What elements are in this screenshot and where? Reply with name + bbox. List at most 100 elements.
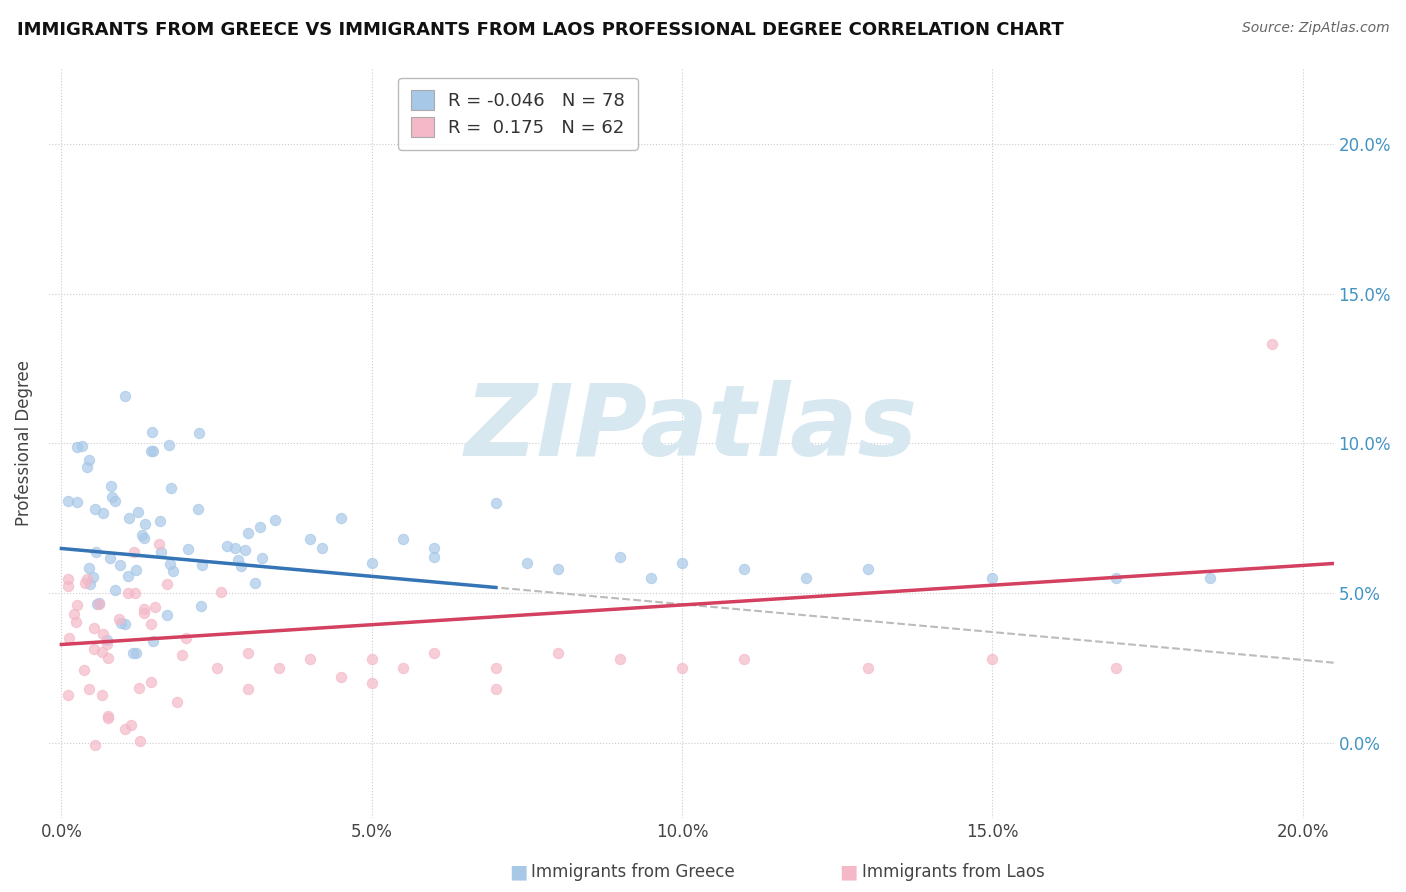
Point	[609, 550, 631, 565]
Point	[56, 493, 79, 508]
Point	[89, 597, 111, 611]
Point	[128, 681, 150, 696]
Y-axis label: Professional Degree: Professional Degree	[15, 360, 32, 526]
Point	[856, 562, 879, 576]
Point	[981, 652, 1004, 666]
Point	[96, 637, 118, 651]
Point	[190, 599, 212, 614]
Point	[423, 647, 446, 661]
Point	[117, 568, 139, 582]
Point	[114, 617, 136, 632]
Point	[516, 557, 538, 571]
Point	[224, 541, 246, 556]
Point	[83, 642, 105, 657]
Point	[84, 545, 107, 559]
Point	[91, 627, 114, 641]
Point	[91, 507, 114, 521]
Point	[187, 502, 209, 516]
Point	[129, 734, 152, 748]
Text: IMMIGRANTS FROM GREECE VS IMMIGRANTS FROM LAOS PROFESSIONAL DEGREE CORRELATION C: IMMIGRANTS FROM GREECE VS IMMIGRANTS FRO…	[17, 21, 1063, 38]
Point	[1260, 337, 1282, 351]
Point	[188, 426, 211, 441]
Point	[360, 557, 382, 571]
Text: ■: ■	[509, 863, 527, 882]
Point	[90, 644, 112, 658]
Point	[131, 528, 153, 542]
Point	[235, 543, 257, 558]
Point	[118, 511, 141, 525]
Point	[264, 513, 287, 527]
Text: ■: ■	[839, 863, 858, 882]
Point	[226, 552, 249, 566]
Point	[166, 695, 188, 709]
Point	[83, 621, 105, 635]
Point	[174, 632, 197, 646]
Point	[267, 661, 290, 675]
Point	[125, 563, 148, 577]
Point	[156, 577, 179, 591]
Point	[134, 601, 156, 615]
Point	[148, 537, 170, 551]
Text: ZIPatlas: ZIPatlas	[465, 380, 918, 477]
Point	[856, 661, 879, 675]
Point	[66, 495, 89, 509]
Point	[86, 597, 108, 611]
Point	[149, 514, 172, 528]
Point	[236, 647, 259, 661]
Point	[157, 437, 180, 451]
Point	[76, 572, 98, 586]
Point	[97, 709, 120, 723]
Text: Source: ZipAtlas.com: Source: ZipAtlas.com	[1241, 21, 1389, 35]
Point	[1105, 572, 1128, 586]
Point	[209, 584, 232, 599]
Point	[79, 453, 101, 467]
Point	[83, 738, 105, 752]
Point	[83, 502, 105, 516]
Point	[205, 661, 228, 675]
Point	[794, 572, 817, 586]
Point	[125, 647, 148, 661]
Point	[391, 533, 413, 547]
Point	[101, 490, 124, 504]
Point	[1198, 572, 1220, 586]
Point	[70, 439, 93, 453]
Point	[98, 551, 121, 566]
Point	[66, 440, 89, 454]
Point	[143, 599, 166, 614]
Point	[77, 561, 100, 575]
Point	[141, 616, 163, 631]
Point	[82, 569, 104, 583]
Point	[58, 631, 80, 645]
Point	[104, 582, 127, 597]
Point	[108, 558, 131, 573]
Point	[485, 661, 508, 675]
Point	[485, 682, 508, 697]
Point	[76, 459, 98, 474]
Point	[547, 647, 569, 661]
Point	[63, 607, 86, 622]
Point	[142, 443, 165, 458]
Point	[134, 516, 156, 531]
Point	[120, 718, 142, 732]
Point	[177, 542, 200, 557]
Point	[215, 539, 238, 553]
Point	[423, 550, 446, 565]
Text: Immigrants from Laos: Immigrants from Laos	[862, 863, 1045, 881]
Point	[114, 389, 136, 403]
Point	[609, 652, 631, 666]
Point	[236, 526, 259, 541]
Point	[77, 681, 100, 696]
Point	[79, 577, 101, 591]
Point	[150, 545, 173, 559]
Point	[117, 585, 139, 599]
Point	[124, 586, 146, 600]
Point	[733, 562, 755, 576]
Point	[172, 648, 194, 662]
Point	[142, 633, 165, 648]
Point	[329, 511, 352, 525]
Point	[122, 647, 145, 661]
Point	[114, 722, 136, 736]
Point	[139, 444, 162, 458]
Point	[159, 557, 181, 571]
Point	[423, 541, 446, 556]
